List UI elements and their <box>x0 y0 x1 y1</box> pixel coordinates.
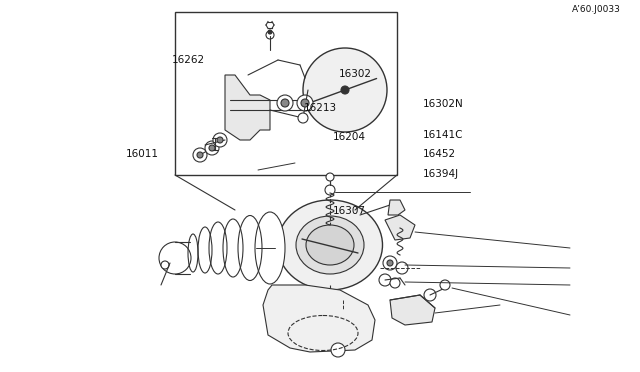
Ellipse shape <box>255 212 285 284</box>
Ellipse shape <box>278 200 383 290</box>
Text: 16262: 16262 <box>172 55 205 65</box>
Text: 16302: 16302 <box>339 70 372 79</box>
Ellipse shape <box>296 216 364 274</box>
Circle shape <box>217 137 223 143</box>
Circle shape <box>326 173 334 181</box>
Circle shape <box>325 298 335 308</box>
Circle shape <box>277 95 293 111</box>
Circle shape <box>193 148 207 162</box>
Circle shape <box>301 99 309 107</box>
Text: 16011: 16011 <box>125 150 159 159</box>
Text: 16452: 16452 <box>422 150 456 159</box>
Circle shape <box>161 261 169 269</box>
Circle shape <box>383 256 397 270</box>
Text: 16213: 16213 <box>304 103 337 113</box>
Polygon shape <box>225 75 270 140</box>
Bar <box>175 12 397 175</box>
Text: 16302N: 16302N <box>422 99 463 109</box>
Text: A’60.J0033: A’60.J0033 <box>572 5 621 14</box>
Circle shape <box>205 141 219 155</box>
Ellipse shape <box>306 225 354 265</box>
Circle shape <box>379 274 391 286</box>
Circle shape <box>396 262 408 274</box>
Polygon shape <box>388 200 405 215</box>
Circle shape <box>297 95 313 111</box>
Text: 16141C: 16141C <box>422 130 463 140</box>
Circle shape <box>197 152 203 158</box>
Circle shape <box>298 113 308 123</box>
Circle shape <box>303 48 387 132</box>
Text: 16394J: 16394J <box>422 169 458 179</box>
Polygon shape <box>390 295 435 325</box>
Circle shape <box>266 31 274 39</box>
Text: 16204: 16204 <box>333 132 366 142</box>
Polygon shape <box>385 215 415 240</box>
Polygon shape <box>263 285 375 352</box>
Circle shape <box>424 289 436 301</box>
Circle shape <box>387 260 393 266</box>
Circle shape <box>341 86 349 94</box>
Circle shape <box>281 99 289 107</box>
Circle shape <box>440 280 450 290</box>
Text: 16307: 16307 <box>333 206 366 216</box>
Circle shape <box>390 278 400 288</box>
Circle shape <box>325 185 335 195</box>
Circle shape <box>268 30 272 34</box>
Circle shape <box>209 145 215 151</box>
Circle shape <box>213 133 227 147</box>
Circle shape <box>331 343 345 357</box>
